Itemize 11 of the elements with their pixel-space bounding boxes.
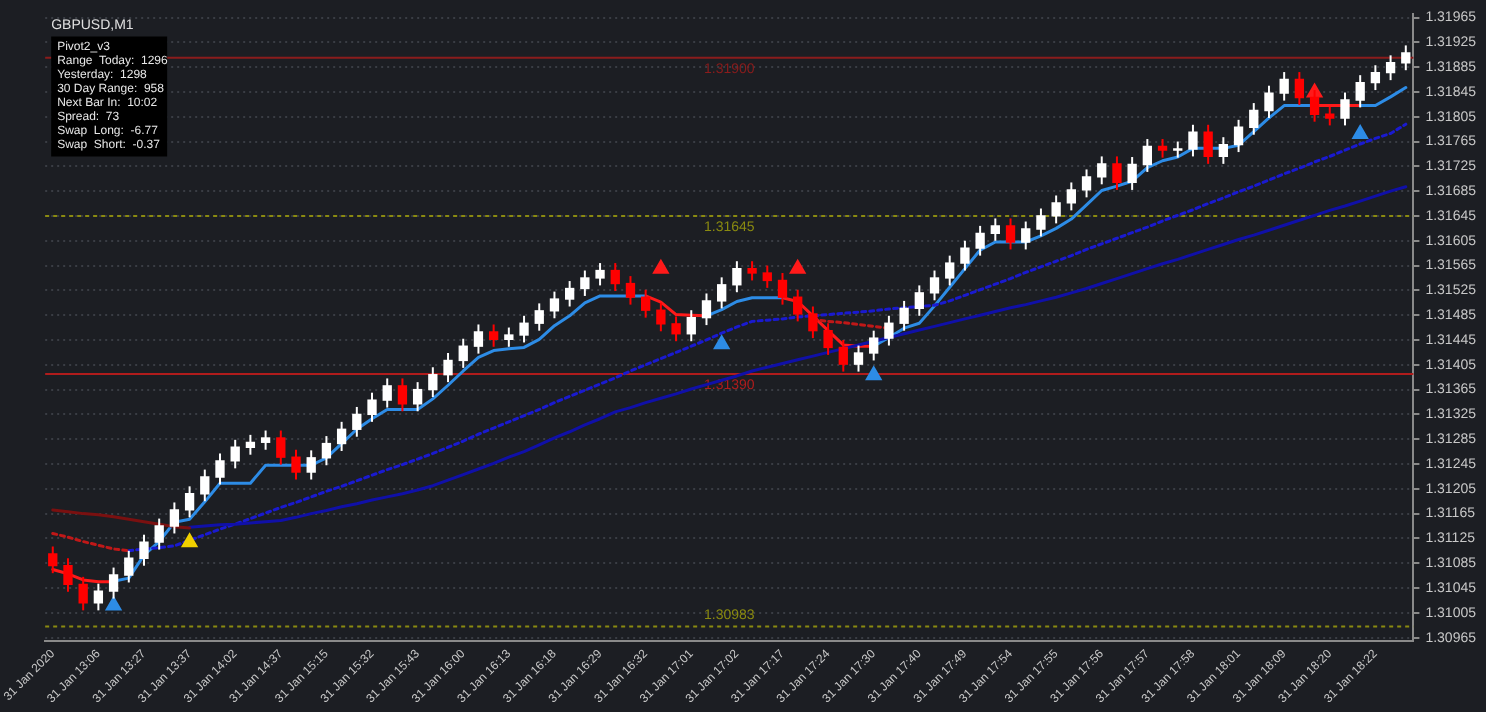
point <box>652 259 669 274</box>
candlestick <box>1051 194 1061 225</box>
point <box>713 335 730 350</box>
point <box>865 366 882 381</box>
point <box>105 596 122 611</box>
point <box>181 533 198 548</box>
candlestick <box>747 260 757 282</box>
candlestick <box>504 326 514 348</box>
point <box>1352 125 1369 140</box>
point <box>789 259 806 274</box>
candlestick <box>1036 207 1046 238</box>
